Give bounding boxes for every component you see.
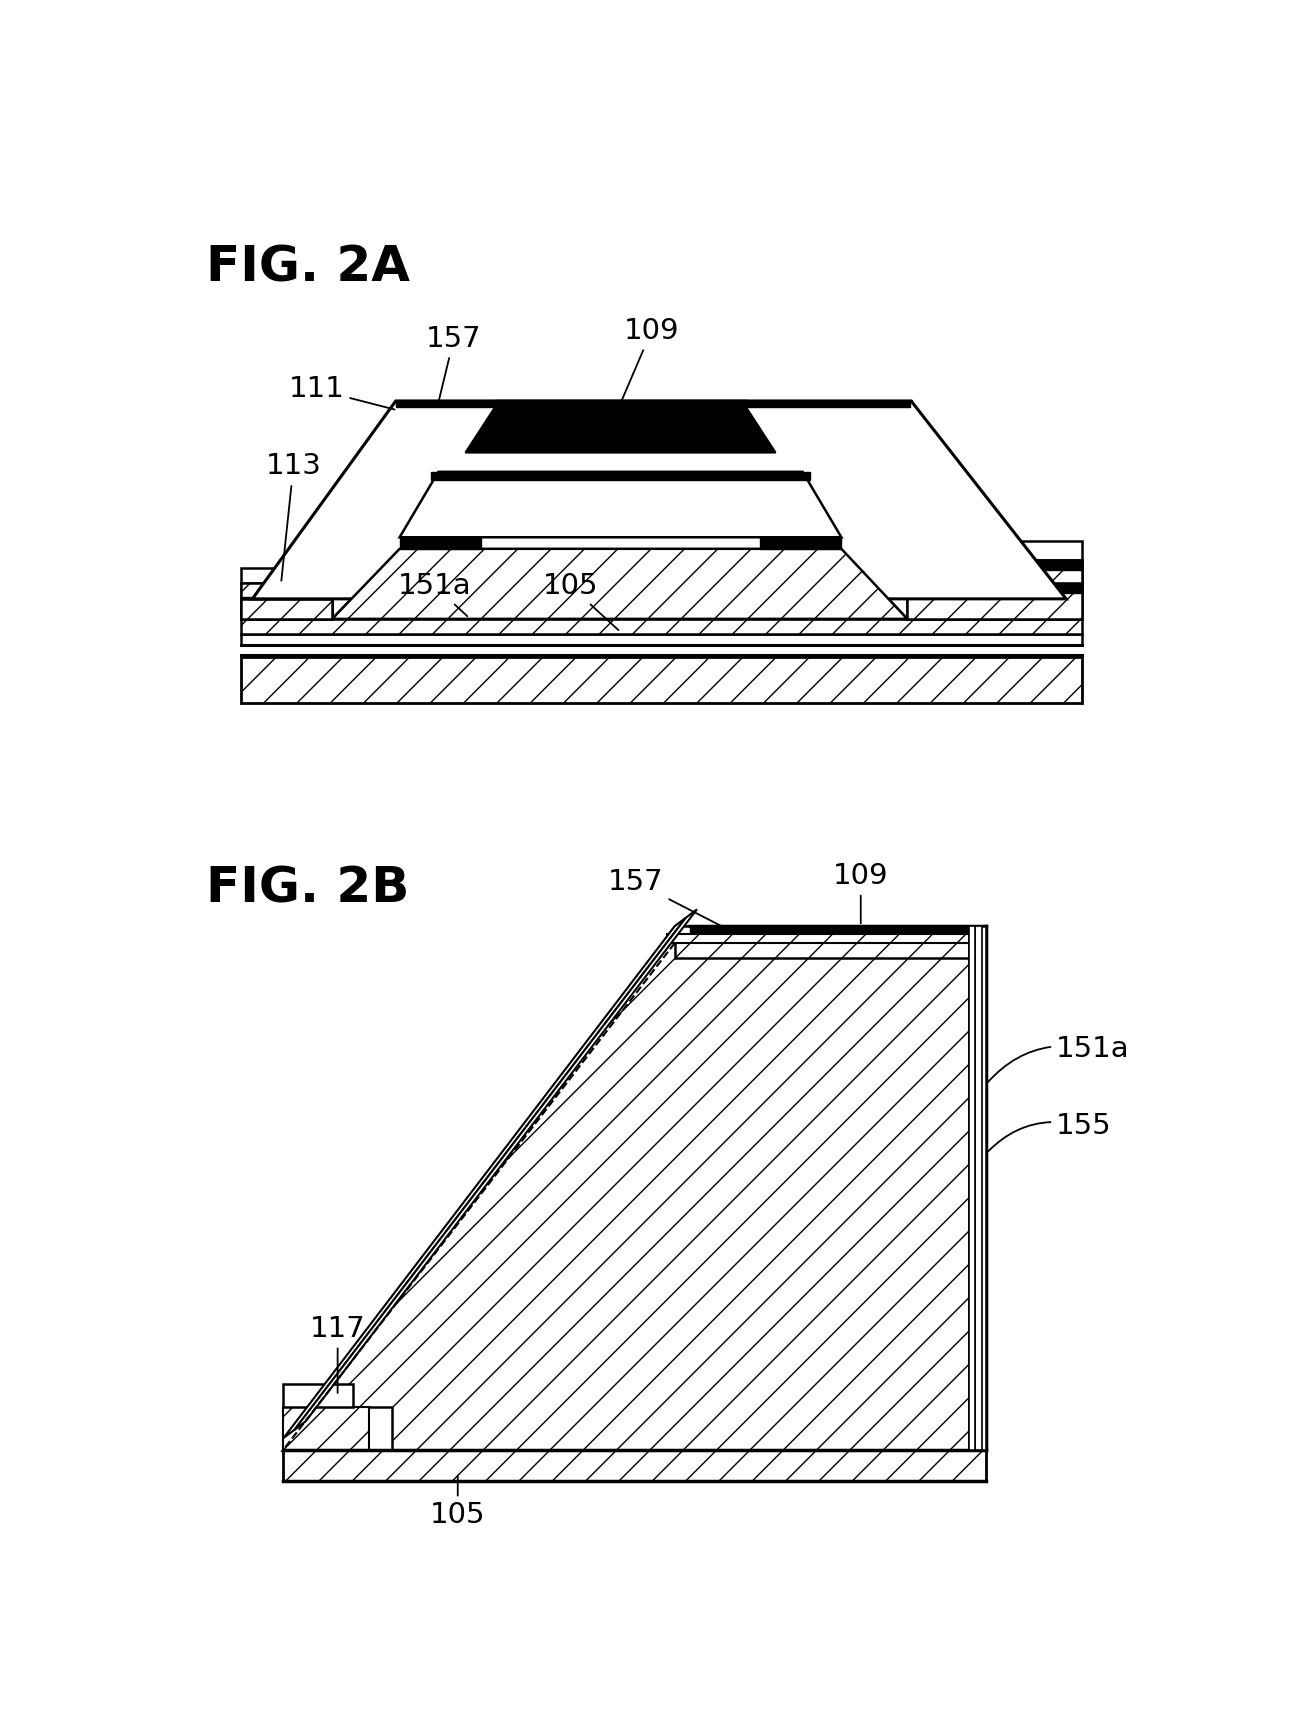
Polygon shape <box>332 548 908 618</box>
Polygon shape <box>240 584 332 618</box>
Polygon shape <box>240 584 332 618</box>
Text: 157: 157 <box>609 868 726 929</box>
Text: FIG. 2B: FIG. 2B <box>206 864 409 912</box>
Polygon shape <box>283 1385 353 1407</box>
Polygon shape <box>969 541 1081 560</box>
Polygon shape <box>240 634 1081 644</box>
Polygon shape <box>283 926 986 1450</box>
Polygon shape <box>240 598 315 606</box>
Text: 111: 111 <box>289 376 394 409</box>
Text: 151a: 151a <box>989 1036 1130 1082</box>
Polygon shape <box>942 560 1081 584</box>
Polygon shape <box>465 405 776 452</box>
Polygon shape <box>283 1407 368 1450</box>
Polygon shape <box>942 560 1081 584</box>
Polygon shape <box>400 472 841 538</box>
Polygon shape <box>908 584 1081 618</box>
Text: 109: 109 <box>833 862 888 923</box>
Polygon shape <box>431 472 811 479</box>
Polygon shape <box>969 926 976 1450</box>
Polygon shape <box>400 538 481 548</box>
Text: 105: 105 <box>430 1476 486 1529</box>
Text: FIG. 2A: FIG. 2A <box>206 244 410 290</box>
Polygon shape <box>283 917 686 1438</box>
Polygon shape <box>283 1407 392 1450</box>
Polygon shape <box>691 926 986 935</box>
Polygon shape <box>976 926 982 1450</box>
Polygon shape <box>240 618 1081 634</box>
Polygon shape <box>675 926 986 959</box>
Polygon shape <box>942 560 1081 570</box>
Text: 157: 157 <box>426 325 482 400</box>
Polygon shape <box>908 584 1081 593</box>
Text: 117: 117 <box>310 1314 366 1393</box>
Polygon shape <box>396 400 500 407</box>
Polygon shape <box>283 1450 986 1481</box>
Polygon shape <box>294 909 697 1429</box>
Polygon shape <box>760 538 841 548</box>
Polygon shape <box>667 935 986 943</box>
Polygon shape <box>240 569 283 584</box>
Text: 155: 155 <box>989 1112 1111 1151</box>
Polygon shape <box>252 400 1066 600</box>
Polygon shape <box>741 400 909 407</box>
Polygon shape <box>908 584 1081 618</box>
Text: 109: 109 <box>622 316 679 400</box>
Polygon shape <box>240 656 1081 703</box>
Text: 113: 113 <box>265 452 321 581</box>
Polygon shape <box>969 926 986 1450</box>
Polygon shape <box>760 538 841 548</box>
Text: 151a: 151a <box>398 572 471 617</box>
Polygon shape <box>332 548 908 618</box>
Polygon shape <box>400 538 481 548</box>
Text: 105: 105 <box>542 572 619 631</box>
Polygon shape <box>496 400 744 405</box>
Polygon shape <box>240 600 332 618</box>
